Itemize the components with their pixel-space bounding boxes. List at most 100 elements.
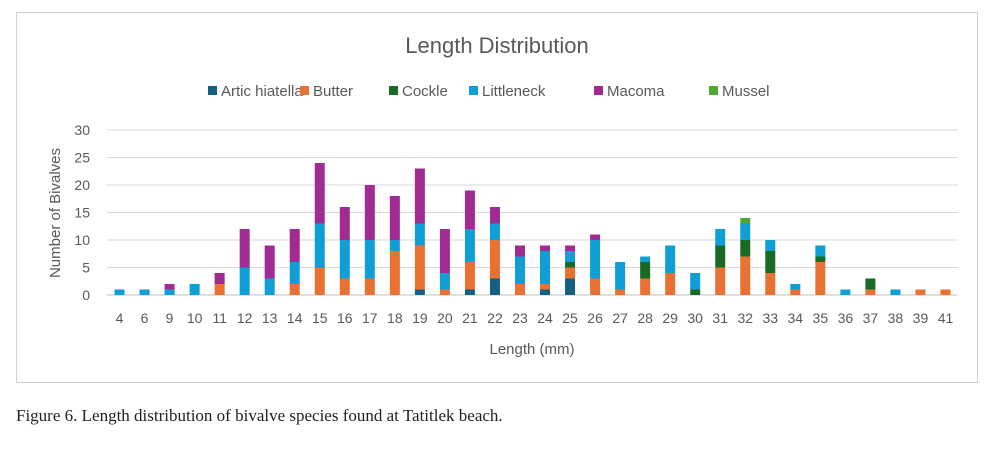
bar-segment-littleneck: [164, 289, 175, 295]
x-axis-label: Length (mm): [489, 341, 574, 358]
legend-label: Littleneck: [482, 83, 546, 100]
legend-swatch: [300, 86, 309, 95]
x-tick-label: 19: [412, 310, 428, 326]
bar-segment-littleneck: [615, 262, 626, 290]
bar-segment-macoma: [239, 229, 250, 268]
y-tick-label: 10: [74, 232, 90, 248]
bar-segment-littleneck: [815, 245, 826, 257]
x-tick-label: 11: [212, 310, 227, 326]
bar-segment-butter: [314, 267, 325, 295]
bar-segment-macoma: [164, 284, 175, 290]
bar-segment-butter: [665, 273, 676, 295]
bar-segment-butter: [214, 284, 225, 295]
x-tick-label: 9: [166, 310, 174, 326]
x-tick-label: 12: [237, 310, 253, 326]
bar-segment-littleneck: [364, 240, 375, 279]
bar-segment-littleneck: [339, 240, 350, 279]
x-tick-label: 13: [262, 310, 278, 326]
y-tick-label: 30: [74, 122, 90, 138]
x-tick-label: 30: [687, 310, 703, 326]
bar-segment-littleneck: [114, 289, 125, 295]
legend-label: Artic hiatella: [221, 83, 303, 100]
legend-label: Cockle: [402, 83, 448, 100]
bar-segment-littleneck: [264, 278, 275, 295]
x-tick-label: 32: [737, 310, 753, 326]
x-tick-label: 27: [612, 310, 628, 326]
bar-segment-littleneck: [189, 284, 200, 295]
bar-segment-mussel: [740, 218, 751, 224]
bar-segment-littleneck: [540, 251, 551, 284]
bar-segment-littleneck: [840, 289, 851, 295]
figure-caption: Figure 6. Length distribution of bivalve…: [16, 406, 503, 425]
bar-segment-butter: [640, 278, 651, 295]
bar-segment-littleneck: [790, 284, 801, 290]
bar-segment-cockle: [715, 245, 726, 268]
legend-swatch: [469, 86, 478, 95]
bar-segment-butter: [915, 289, 926, 295]
y-tick-label: 5: [82, 260, 90, 276]
bar-segment-butter: [289, 284, 300, 295]
bar-segment-littleneck: [690, 273, 701, 290]
bar-segment-butter: [790, 289, 801, 295]
x-tick-label: 37: [863, 310, 879, 326]
bar-segment-butter: [940, 289, 951, 295]
x-tick-label: 33: [762, 310, 778, 326]
legend-swatch: [594, 86, 603, 95]
bar-segment-butter: [815, 262, 826, 295]
bar-segment-littleneck: [439, 273, 450, 290]
x-tick-label: 36: [838, 310, 854, 326]
bar-segment-macoma: [514, 245, 525, 257]
bar-segment-butter: [765, 273, 776, 295]
bar-segment-butter: [715, 267, 726, 295]
x-tick-label: 26: [587, 310, 603, 326]
chart-title: Length Distribution: [405, 33, 588, 58]
stacked-bar-chart: Length Distribution 0 5 10 15 20 25 30 Number of…: [47, 33, 958, 358]
x-tick-label: 21: [462, 310, 478, 326]
bar-segment-macoma: [565, 245, 576, 251]
bar-segment-littleneck: [314, 223, 325, 268]
x-tick-label: 24: [537, 310, 553, 326]
legend-swatch: [709, 86, 718, 95]
legend-label: Macoma: [607, 83, 665, 100]
bar-segment-cockle: [690, 289, 701, 295]
x-tick-label: 4: [116, 310, 124, 326]
bar-segment-littleneck: [514, 256, 525, 284]
y-tick-label: 0: [82, 287, 90, 303]
x-tick-label: 20: [437, 310, 453, 326]
bar-segment-macoma: [389, 196, 400, 240]
chart-frame: [16, 12, 978, 383]
y-tick-label: 25: [74, 150, 90, 166]
bar-segment-littleneck: [464, 229, 475, 262]
bar-segment-macoma: [339, 207, 350, 240]
x-tick-label: 41: [938, 310, 954, 326]
y-tick-label: 15: [74, 205, 90, 221]
x-tick-label: 28: [637, 310, 653, 326]
x-tick-label: 17: [362, 310, 378, 326]
bar-segment-littleneck: [139, 289, 150, 295]
x-tick-label: 38: [888, 310, 904, 326]
x-tick-label: 6: [141, 310, 149, 326]
bar-segment-macoma: [364, 185, 375, 240]
bar-segment-macoma: [264, 245, 275, 279]
bar-segment-littleneck: [665, 245, 676, 273]
y-axis-label: Number of Bivalves: [47, 148, 64, 278]
x-tick-label: 34: [788, 310, 804, 326]
x-tick-label: 23: [512, 310, 528, 326]
bar-segment-butter: [489, 240, 500, 279]
bar-segment-butter: [439, 289, 450, 295]
bar-segment-littleneck: [239, 267, 250, 295]
bar-segment-cockle: [765, 251, 776, 273]
x-tick-label: 15: [312, 310, 328, 326]
legend-label: Butter: [313, 83, 353, 100]
bar-segment-artic-hiatella: [565, 278, 576, 295]
bar-segment-butter: [865, 289, 876, 295]
x-tick-label: 39: [913, 310, 929, 326]
bar-segment-butter: [389, 251, 400, 295]
bar-segment-littleneck: [389, 240, 400, 251]
bar-segment-macoma: [464, 190, 475, 229]
bar-segment-butter: [364, 278, 375, 295]
bar-segment-cockle: [865, 278, 876, 290]
bar-segment-littleneck: [890, 289, 901, 295]
bar-segment-butter: [339, 278, 350, 295]
bar-segment-butter: [414, 245, 425, 290]
